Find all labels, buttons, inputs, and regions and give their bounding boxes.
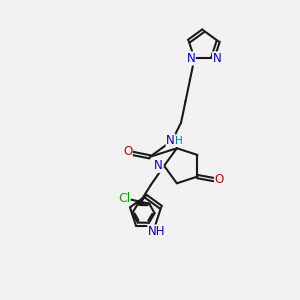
Text: N: N — [166, 134, 175, 147]
Text: O: O — [214, 173, 224, 186]
Text: NH: NH — [148, 225, 165, 238]
Text: O: O — [123, 145, 132, 158]
Text: H: H — [175, 136, 182, 146]
Text: Cl: Cl — [118, 192, 130, 205]
Text: N: N — [213, 52, 221, 65]
Text: N: N — [154, 159, 163, 172]
Text: N: N — [187, 52, 195, 65]
